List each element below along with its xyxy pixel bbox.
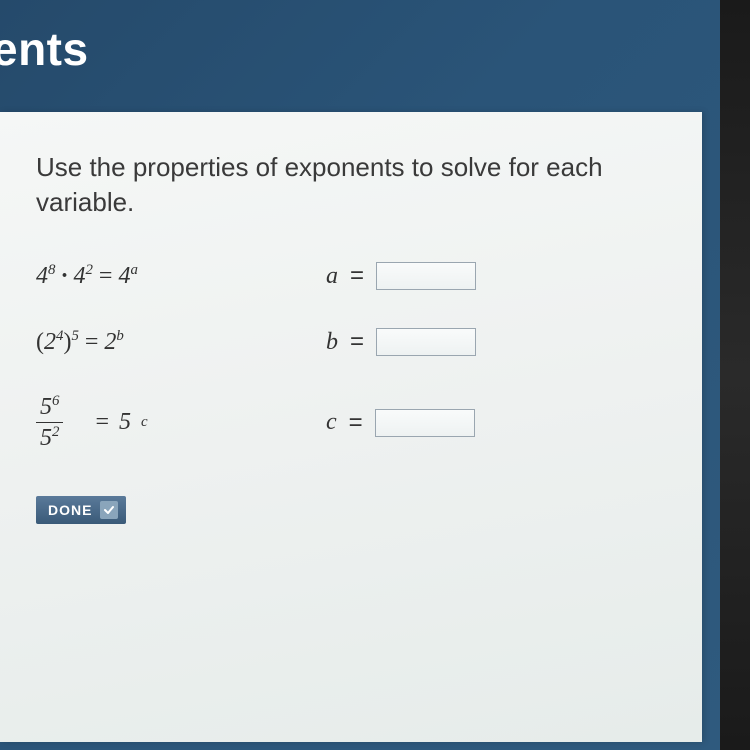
header-bar: ents <box>0 0 720 112</box>
answer-row-b: b = <box>326 328 496 356</box>
expression-2: (24)5 = 2b <box>36 328 326 356</box>
content-panel: Use the properties of exponents to solve… <box>0 112 702 742</box>
done-label: DONE <box>48 502 92 518</box>
equals-sign: = <box>350 328 364 356</box>
var-c-label: c <box>326 409 337 436</box>
expression-3: 5652 = 5c <box>36 394 326 451</box>
expression-1: 48·42 = 4a <box>36 262 326 290</box>
answer-row-a: a = <box>326 262 496 290</box>
problems-grid: 48·42 = 4a a = (24)5 = 2b b = 5652 = 5c … <box>36 262 672 451</box>
answer-row-c: c = <box>326 409 496 437</box>
done-button[interactable]: DONE <box>36 496 126 524</box>
done-row: DONE <box>36 496 672 524</box>
app-screen: ents Use the properties of exponents to … <box>0 0 720 750</box>
answer-input-b[interactable] <box>376 328 476 356</box>
screen-edge <box>720 0 750 750</box>
answer-input-a[interactable] <box>376 262 476 290</box>
page-title: ents <box>0 22 720 76</box>
instruction-text: Use the properties of exponents to solve… <box>36 150 672 220</box>
check-icon <box>100 501 118 519</box>
var-a-label: a <box>326 263 338 290</box>
answer-input-c[interactable] <box>375 409 475 437</box>
equals-sign: = <box>350 262 364 290</box>
equals-sign: = <box>349 409 363 437</box>
var-b-label: b <box>326 329 338 356</box>
